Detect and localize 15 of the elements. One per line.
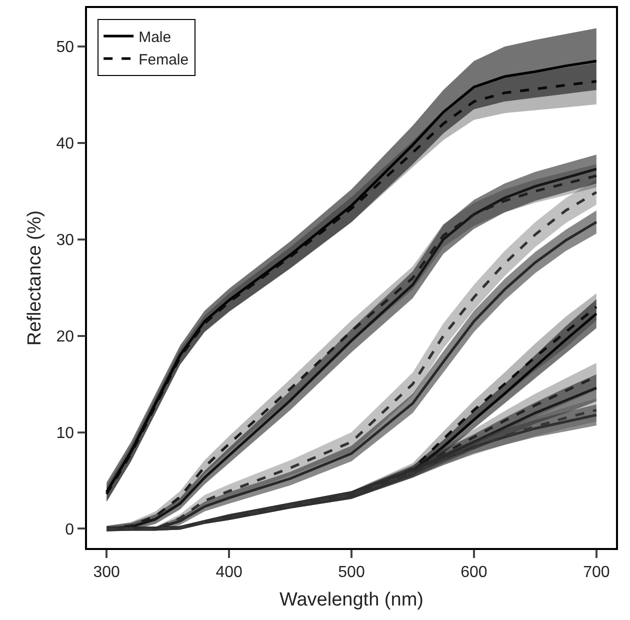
- x-tick-label: 700: [583, 564, 610, 581]
- y-tick-label: 30: [56, 232, 74, 250]
- y-axis-title: Reflectance (%): [24, 210, 46, 346]
- x-tick-label: 600: [460, 564, 488, 581]
- y-tick-label: 20: [56, 328, 74, 346]
- legend-label: Female: [138, 51, 189, 68]
- y-tick-label: 50: [56, 39, 74, 56]
- y-tick-label: 40: [56, 136, 74, 153]
- x-axis-title: Wavelength (nm): [280, 589, 424, 610]
- x-tick-label: 400: [216, 564, 242, 581]
- y-tick-label: 10: [56, 424, 74, 442]
- x-tick-label: 300: [93, 564, 120, 581]
- x-tick-label: 500: [338, 564, 365, 581]
- legend-label: Male: [138, 28, 172, 46]
- y-tick-label: 0: [65, 521, 74, 538]
